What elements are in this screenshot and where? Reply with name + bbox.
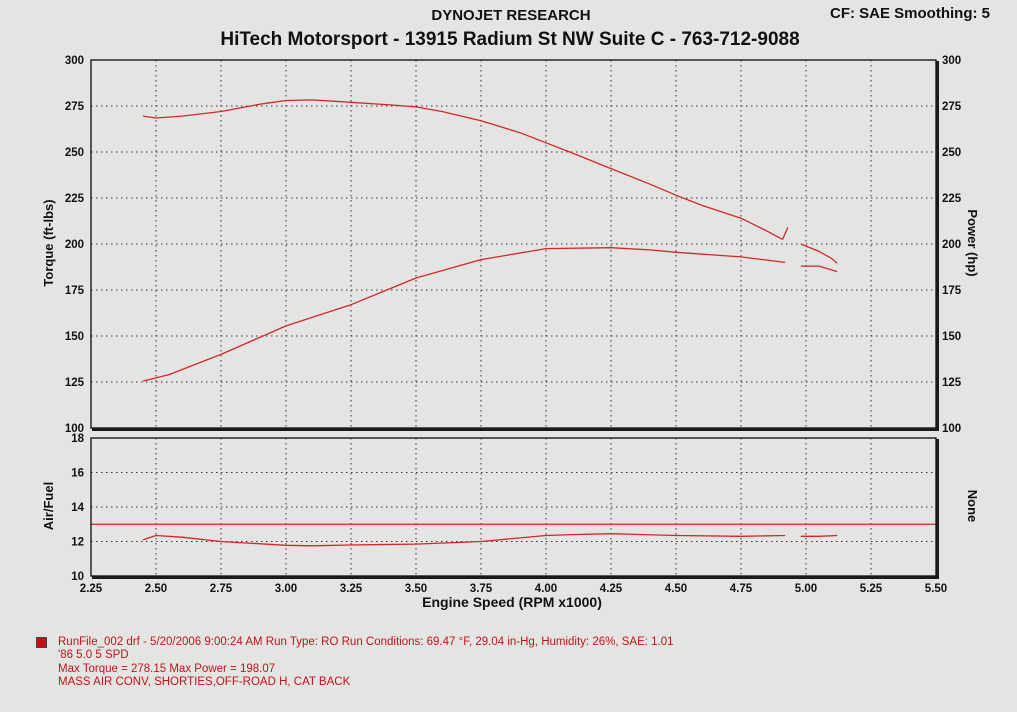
tick-labels: 2.25 2.50 2.75 3.00 3.25 3.50 3.75 4.00 4.25 4.50… <box>65 55 962 595</box>
x-tick-label: 5.25 <box>860 583 883 595</box>
torque-tick-label: 250 <box>65 147 84 159</box>
x-tick-label: 4.50 <box>665 583 687 595</box>
power-curve <box>142 247 786 382</box>
air_fuel-curve <box>142 533 786 547</box>
organization-name: DYNOJET RESEARCH <box>431 7 591 24</box>
air-fuel-tick-label: 10 <box>71 571 84 583</box>
torque-tick-label: 275 <box>65 101 85 113</box>
power-tick-label: 125 <box>942 377 962 389</box>
air-fuel-axis-label: Air/Fuel <box>41 482 56 530</box>
torque-tick-label: 200 <box>65 239 84 251</box>
power-curve <box>800 265 838 273</box>
air-fuel-tick-label: 18 <box>71 433 84 445</box>
x-tick-label: 4.25 <box>600 583 623 595</box>
torque-curve <box>782 227 789 240</box>
x-tick-label: 2.50 <box>145 583 167 595</box>
torque-curve <box>142 99 783 240</box>
torque-tick-label: 100 <box>65 423 84 435</box>
torque-tick-label: 150 <box>65 331 84 343</box>
modifications: MASS AIR CONV, SHORTIES,OFF-ROAD H, CAT … <box>58 676 351 689</box>
x-tick-label: 4.00 <box>535 583 557 595</box>
torque-power-plot-frame <box>90 59 937 429</box>
run-info: RunFile_002 drf - 5/20/2006 9:00:24 AM R… <box>58 636 674 648</box>
torque-curve <box>800 243 838 264</box>
engine-speed-axis-label: Engine Speed (RPM x1000) <box>422 594 602 610</box>
x-tick-label: 5.00 <box>795 583 817 595</box>
air-fuel-right-axis-label: None <box>965 490 980 523</box>
power-tick-label: 175 <box>942 285 962 297</box>
torque-axis-label: Torque (ft-lbs) <box>41 199 56 286</box>
power-tick-label: 300 <box>942 55 961 67</box>
main-grid <box>91 60 936 428</box>
power-tick-label: 200 <box>942 239 961 251</box>
power-axis-label: Power (hp) <box>965 209 980 276</box>
power-tick-label: 250 <box>942 147 961 159</box>
vehicle-description: '86 5.0 5 SPD <box>58 649 129 662</box>
power-tick-label: 100 <box>942 423 961 435</box>
plot-frames <box>90 59 939 579</box>
x-tick-label: 4.75 <box>730 583 753 595</box>
power-tick-label: 275 <box>942 101 962 113</box>
run-legend-swatch <box>36 637 47 648</box>
x-tick-label: 2.25 <box>80 583 103 595</box>
air_fuel-curve <box>800 534 838 537</box>
torque-tick-label: 300 <box>65 55 84 67</box>
air-fuel-tick-label: 12 <box>71 537 84 549</box>
x-tick-label: 3.50 <box>405 583 427 595</box>
power-tick-label: 225 <box>942 193 962 205</box>
torque-tick-label: 225 <box>65 193 85 205</box>
max-values: Max Torque = 278.15 Max Power = 198.07 <box>58 662 276 675</box>
air-fuel-tick-label: 14 <box>71 502 84 514</box>
chart-marks <box>91 99 936 547</box>
torque-tick-label: 125 <box>65 377 85 389</box>
torque-tick-label: 175 <box>65 285 85 297</box>
power-tick-label: 150 <box>942 331 961 343</box>
x-tick-label: 3.00 <box>275 583 297 595</box>
x-tick-label: 3.25 <box>340 583 363 595</box>
air-fuel-plot-frame <box>90 437 937 577</box>
air-fuel-grid <box>91 438 936 576</box>
chart-title: HiTech Motorsport - 13915 Radium St NW S… <box>220 29 800 50</box>
x-tick-label: 5.50 <box>925 583 947 595</box>
x-tick-label: 2.75 <box>210 583 233 595</box>
air-fuel-tick-label: 16 <box>71 468 84 480</box>
x-tick-label: 3.75 <box>470 583 493 595</box>
correction-factor-label: CF: SAE Smoothing: 5 <box>830 5 990 22</box>
